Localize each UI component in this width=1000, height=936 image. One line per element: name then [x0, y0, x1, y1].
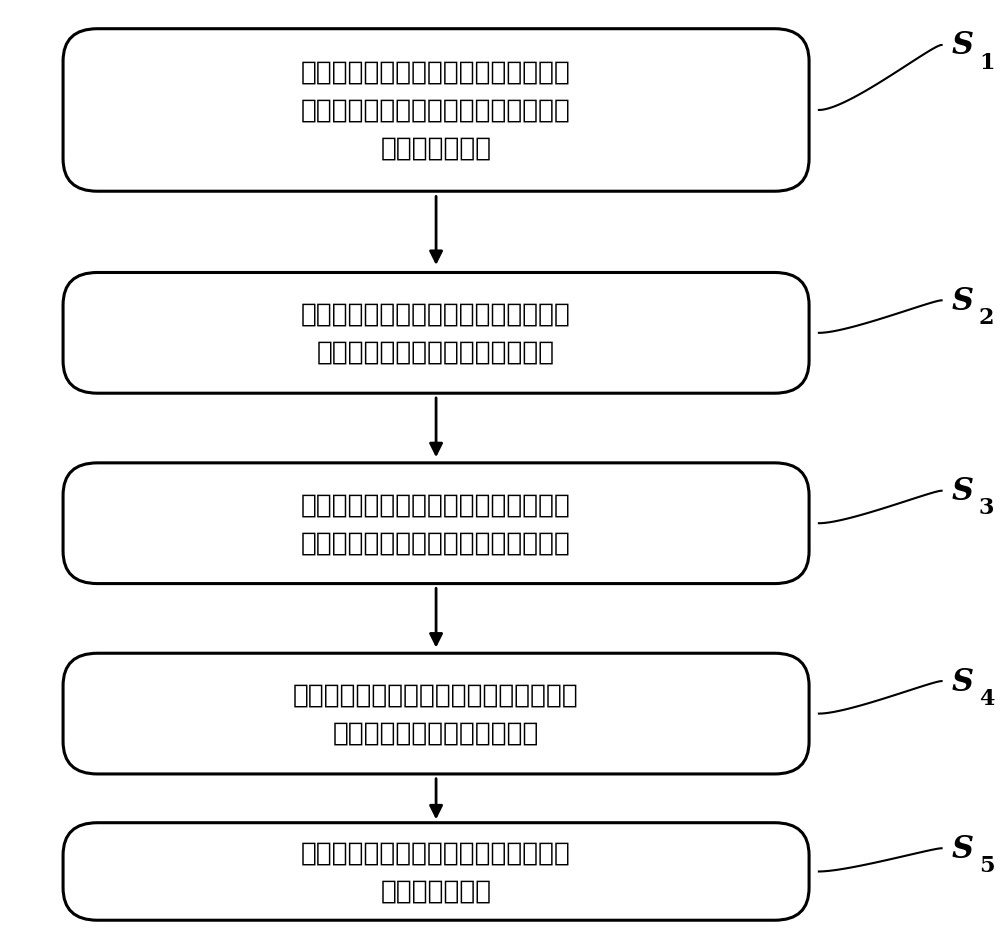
FancyBboxPatch shape [63, 30, 809, 192]
Text: 5: 5 [979, 854, 994, 876]
Text: 1: 1 [979, 51, 994, 74]
Text: 3: 3 [979, 497, 994, 519]
FancyBboxPatch shape [63, 823, 809, 920]
Text: 计算给定可信水平下各数据点对应的概
率预测可信区间: 计算给定可信水平下各数据点对应的概 率预测可信区间 [301, 840, 571, 903]
Text: 根据历史运行数据接近的分布类型选择
对应的权重函数和正交多项式函数: 根据历史运行数据接近的分布类型选择 对应的权重函数和正交多项式函数 [301, 301, 571, 365]
FancyBboxPatch shape [63, 463, 809, 584]
Text: S: S [951, 285, 973, 316]
Text: S: S [951, 31, 973, 62]
Text: 根据得到累积分布函数通过数值方法求取
给定累积概率值对应的分位数: 根据得到累积分布函数通过数值方法求取 给定累积概率值对应的分位数 [293, 681, 579, 746]
Text: 2: 2 [979, 307, 994, 329]
Text: S: S [951, 665, 973, 696]
Text: 4: 4 [979, 687, 994, 709]
Text: S: S [951, 833, 973, 864]
Text: S: S [951, 475, 973, 506]
Text: 根据供热系统接入的可再生能源出力或
热负荷及其相关因素的历史运行数据计
算其各阶原点矩: 根据供热系统接入的可再生能源出力或 热负荷及其相关因素的历史运行数据计 算其各阶… [301, 60, 571, 162]
FancyBboxPatch shape [63, 273, 809, 394]
FancyBboxPatch shape [63, 653, 809, 774]
Text: 基于选择的权重函数和正交多项式函数
展开计算历史运行数据的累积分布函数: 基于选择的权重函数和正交多项式函数 展开计算历史运行数据的累积分布函数 [301, 491, 571, 556]
